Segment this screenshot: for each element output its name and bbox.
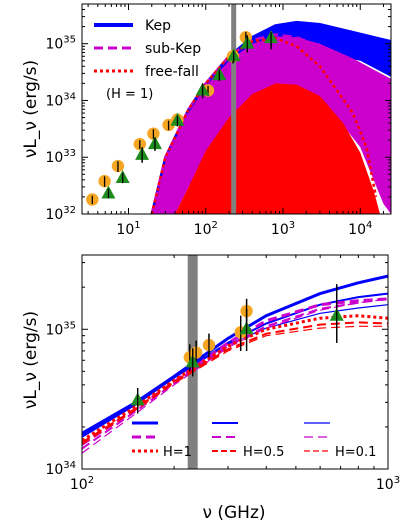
- legend-label-kep: Kep: [145, 18, 171, 34]
- model-curve: [82, 298, 388, 454]
- line-free-fall: [150, 36, 378, 214]
- legend-label-free-fall: free-fall: [145, 64, 199, 80]
- top-y-axis-label: νL_ν (erg/s): [21, 60, 41, 158]
- bottom-legend: H=1 H=0.5 H=0.1: [132, 421, 376, 460]
- model-curve: [82, 292, 388, 438]
- bottom-ticks: 102 103 1034 1035: [45, 255, 400, 493]
- bottom-plot-area: [82, 255, 388, 469]
- legend-label-h: H=0.5: [243, 445, 284, 460]
- x-tick-label: 103: [376, 475, 400, 493]
- x-tick-label: 101: [116, 220, 140, 238]
- y-tick-label: 1034: [45, 91, 76, 109]
- x-tick-label: 102: [194, 220, 218, 238]
- x-tick-label: 104: [348, 220, 372, 238]
- bottom-x-axis-label: ν (GHz): [202, 503, 265, 523]
- y-tick-label: 1033: [45, 148, 76, 166]
- top-plot-area: [86, 4, 391, 214]
- top-panel: 101 102 103 104 1032 1033 1034 1035 νL_ν (erg/s…: [21, 3, 392, 238]
- band-free-fall: [175, 83, 380, 214]
- bottom-axes-frame: [81, 254, 389, 470]
- vertical-band: [231, 4, 237, 214]
- legend-label-h: H=1: [163, 445, 192, 460]
- x-tick-label: 102: [70, 475, 94, 493]
- top-legend: Kep sub-Kep free-fall (H = 1): [94, 18, 201, 102]
- y-tick-label: 1035: [45, 320, 76, 338]
- legend-label-sub-kep: sub-Kep: [145, 41, 201, 57]
- y-tick-label: 1034: [45, 460, 76, 478]
- bottom-y-axis-label: νL_ν (erg/s): [21, 311, 41, 409]
- x-tick-label: 103: [271, 220, 295, 238]
- model-curve: [82, 297, 388, 450]
- legend-label-h: H=0.1: [335, 445, 376, 460]
- y-tick-label: 1032: [45, 205, 76, 223]
- model-curve: [82, 325, 388, 445]
- y-tick-label: 1035: [45, 35, 76, 53]
- legend-note: (H = 1): [106, 87, 153, 102]
